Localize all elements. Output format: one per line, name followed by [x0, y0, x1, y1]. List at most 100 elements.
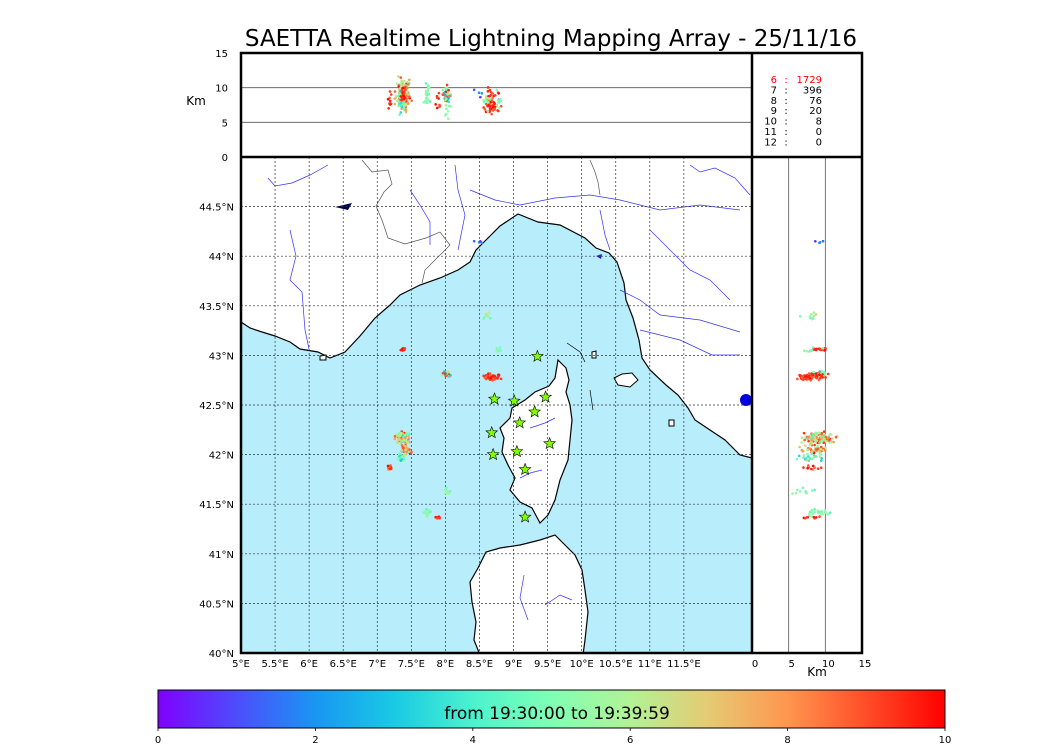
- source-point-map: [443, 370, 446, 373]
- source-point-top: [407, 98, 410, 102]
- source-point-map: [446, 490, 450, 493]
- source-point-top: [404, 110, 408, 114]
- source-point-side: [823, 372, 827, 375]
- source-point-top: [397, 75, 400, 78]
- source-point-top: [400, 89, 404, 92]
- top-ticks: 0 5 10 15: [215, 49, 228, 164]
- source-point-side: [811, 449, 814, 452]
- source-point-top: [401, 80, 405, 84]
- map-y-tick-label: 44°N: [209, 252, 234, 263]
- source-point-top: [399, 82, 403, 85]
- source-point-side: [814, 372, 818, 375]
- map-panel: 5°E 5.5°E 6°E 6.5°E 7°E 7.5°E 8°E 8.5°E 9°E 9.5°E…: [199, 156, 753, 670]
- map-x-tick-label: 10°E: [570, 659, 594, 670]
- source-point-top: [402, 107, 405, 110]
- source-point-top: [404, 108, 408, 112]
- source-point-top: [435, 106, 439, 110]
- map-x-tick-label: 6.5°E: [330, 659, 357, 670]
- source-point-map: [498, 346, 502, 349]
- source-point-side: [832, 440, 836, 444]
- sea-feature: [566, 342, 586, 363]
- source-point-map: [393, 434, 397, 438]
- source-point-side: [813, 443, 816, 447]
- colorbar-ticks: 0 2 4 6 8 10: [155, 728, 951, 746]
- source-point-top: [426, 84, 430, 87]
- source-point-map: [472, 239, 476, 243]
- map-y-tick-label: 43.5°N: [199, 302, 234, 313]
- source-point-side: [808, 457, 812, 460]
- top-km-label: Km: [186, 94, 206, 108]
- source-point-top: [428, 100, 432, 103]
- source-point-top: [482, 106, 485, 109]
- source-point-top: [444, 93, 447, 97]
- source-point-map: [495, 347, 499, 350]
- source-point-side: [818, 450, 822, 454]
- source-point-map: [499, 377, 503, 381]
- source-point-top: [480, 91, 484, 95]
- side-panel-bg: [752, 157, 862, 653]
- source-point-top: [406, 80, 409, 84]
- source-point-side: [820, 436, 823, 440]
- source-point-side: [806, 448, 809, 451]
- source-point-side: [823, 511, 827, 514]
- colorbar: from 19:30:00 to 19:39:59 0 2 4 6 8 10: [155, 689, 951, 746]
- count-label: 6: [771, 75, 777, 86]
- source-point-top: [426, 89, 430, 92]
- source-point-side: [819, 453, 823, 456]
- source-point-side: [821, 347, 825, 350]
- source-point-side: [834, 435, 838, 439]
- source-point-map: [398, 452, 402, 456]
- source-point-side: [808, 447, 811, 450]
- colorbar-tick-label: 4: [470, 735, 476, 746]
- source-point-top: [444, 98, 447, 102]
- source-point-top: [491, 100, 494, 103]
- count-separator: :: [784, 75, 787, 86]
- source-point-map: [424, 511, 428, 515]
- source-point-side: [820, 459, 823, 462]
- source-point-top: [447, 88, 450, 92]
- source-point-top: [388, 103, 392, 106]
- source-point-top: [447, 100, 450, 104]
- source-point-side: [818, 431, 821, 435]
- sardinia-land: [469, 534, 589, 653]
- mainland-land: [241, 157, 752, 459]
- source-point-top: [486, 86, 490, 89]
- source-point-top: [405, 90, 408, 94]
- count-separator: :: [784, 117, 787, 128]
- source-point-top: [484, 95, 488, 98]
- source-point-side: [826, 372, 830, 376]
- source-point-top: [407, 93, 411, 96]
- source-point-side: [802, 349, 806, 353]
- count-value: 396: [803, 85, 822, 96]
- source-point-top: [484, 102, 488, 106]
- source-point-side: [818, 370, 821, 373]
- source-point-side: [810, 515, 814, 518]
- source-point-map: [396, 440, 399, 444]
- source-point-side: [798, 490, 802, 493]
- chart-title: SAETTA Realtime Lightning Mapping Array …: [245, 26, 857, 52]
- source-point-side: [810, 317, 814, 321]
- source-point-side: [818, 241, 822, 244]
- source-point-side: [820, 445, 823, 449]
- map-x-tick-label: 8.5°E: [466, 659, 493, 670]
- source-point-side: [800, 436, 804, 440]
- station-star-icon: [507, 394, 521, 407]
- source-point-map: [407, 431, 410, 435]
- elba-island: [613, 372, 639, 388]
- source-point-side: [814, 433, 818, 437]
- source-point-side: [813, 466, 816, 470]
- source-point-top: [479, 95, 482, 99]
- source-point-top: [491, 105, 495, 108]
- source-point-top: [448, 104, 452, 108]
- source-point-top: [425, 101, 429, 105]
- top-alt-tick-label: 15: [215, 49, 228, 60]
- map-y-tick-label: 42.5°N: [199, 401, 234, 412]
- colorbar-tick-label: 0: [155, 735, 161, 746]
- source-point-map: [440, 374, 444, 377]
- source-point-side: [815, 439, 819, 442]
- colorbar-tick-label: 8: [784, 735, 790, 746]
- source-point-top: [495, 103, 498, 107]
- count-label: 10: [764, 117, 777, 128]
- source-point-side: [810, 510, 813, 513]
- source-point-top: [441, 93, 445, 97]
